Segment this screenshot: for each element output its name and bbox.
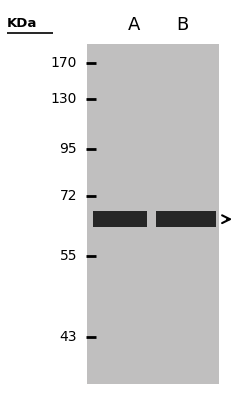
Text: KDa: KDa	[7, 17, 38, 30]
Text: B: B	[176, 16, 188, 34]
Text: 95: 95	[60, 142, 77, 156]
Text: 130: 130	[51, 92, 77, 106]
Bar	[87, 44, 219, 384]
Bar	[93, 211, 147, 227]
Text: 43: 43	[60, 330, 77, 344]
Text: A: A	[127, 16, 140, 34]
Bar	[156, 211, 216, 227]
Text: 55: 55	[60, 249, 77, 263]
Text: 170: 170	[51, 56, 77, 70]
Text: 72: 72	[60, 189, 77, 203]
